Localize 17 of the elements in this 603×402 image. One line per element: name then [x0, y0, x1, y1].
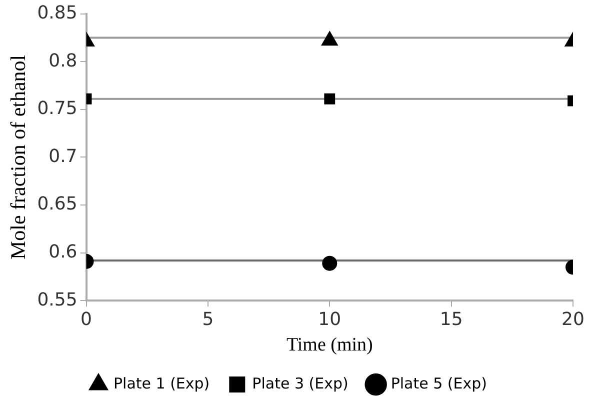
x-tick-label: 5 [202, 309, 214, 330]
legend-label: Plate 3 (Exp) [252, 374, 348, 392]
x-tick-label: 10 [318, 309, 342, 330]
y-tick-label: 0.55 [37, 289, 78, 310]
x-tick-label: 15 [440, 309, 463, 330]
x-tick-label: 0 [80, 309, 92, 330]
y-tick-label: 0.85 [37, 2, 78, 24]
y-tick-label: 0.65 [37, 194, 78, 215]
y-tick-label: 0.75 [37, 98, 78, 120]
y-tick-label: 0.8 [48, 50, 78, 72]
y-axis-title: Mole fraction of ethanol [6, 54, 30, 260]
legend-label: Plate 5 (Exp) [390, 374, 488, 392]
legend-label: Plate 1 (Exp) [113, 374, 210, 392]
y-tick-label: 0.6 [48, 241, 78, 262]
x-axis-title: Time (min) [286, 334, 373, 356]
y-tick-label: 0.7 [48, 146, 78, 167]
x-tick-label: 20 [562, 309, 584, 330]
